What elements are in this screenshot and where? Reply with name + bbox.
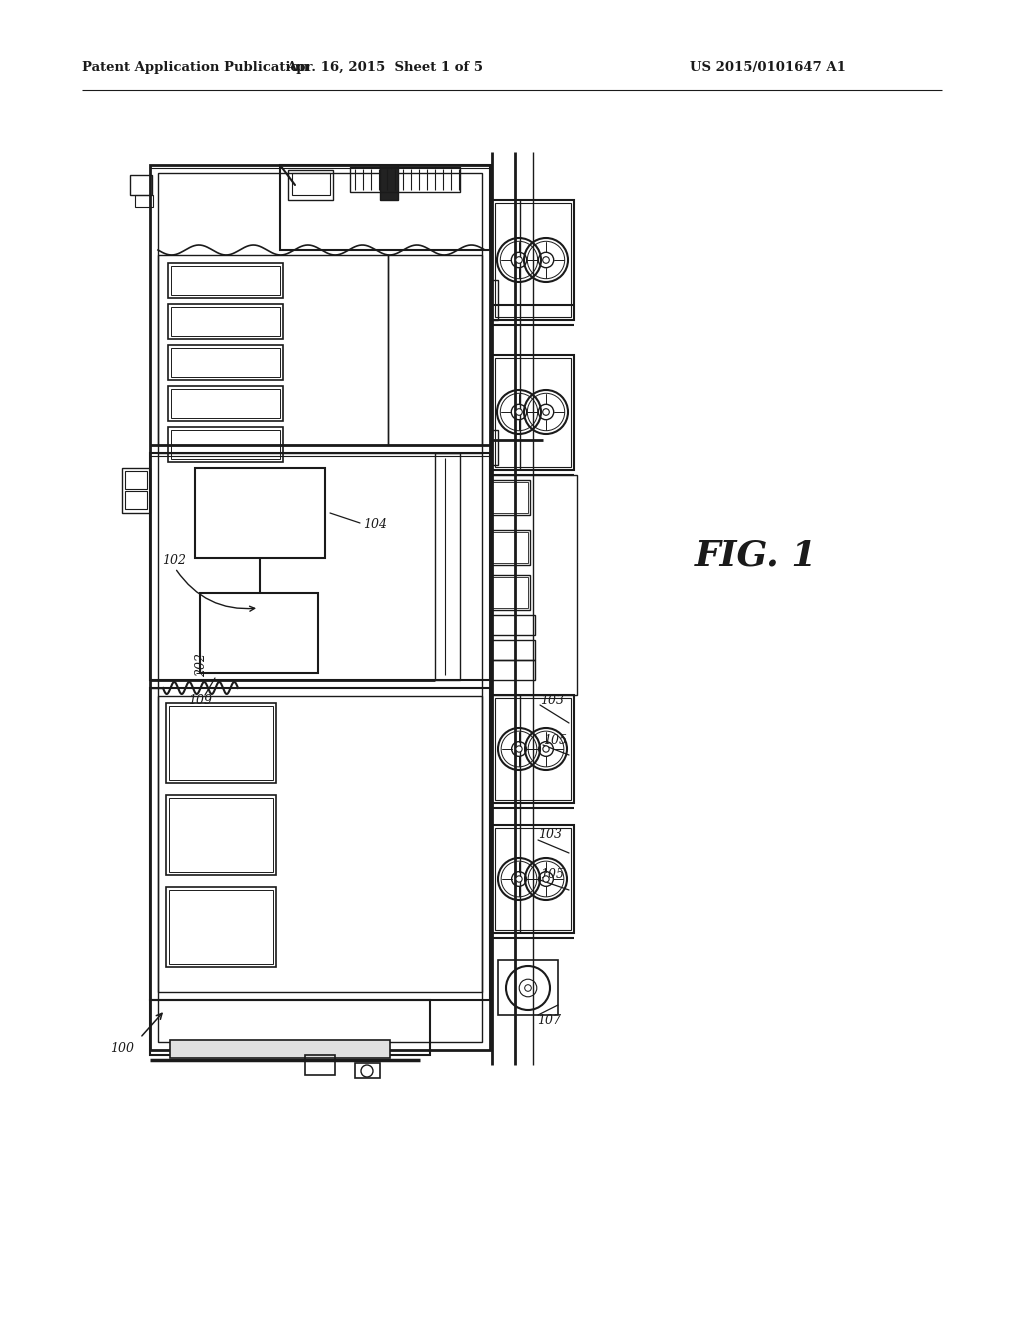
Bar [490,531,530,565]
Bar [195,469,325,558]
Bar [495,698,571,800]
Bar [388,255,482,445]
Bar [492,696,574,803]
Text: FIG. 1: FIG. 1 [695,539,817,572]
Text: 103: 103 [540,693,564,706]
Text: Apr. 16, 2015  Sheet 1 of 5: Apr. 16, 2015 Sheet 1 of 5 [287,62,483,74]
Bar [350,168,460,191]
Bar [490,280,498,319]
Bar [150,1001,430,1055]
Bar [171,308,280,337]
Text: US 2015/0101647 A1: US 2015/0101647 A1 [690,62,846,74]
Bar [170,1040,390,1059]
Bar [158,173,482,1041]
Bar [492,482,528,513]
Bar [492,577,528,609]
Text: 102: 102 [162,553,186,566]
Bar [171,348,280,378]
Bar [355,1063,380,1078]
Bar [168,385,283,421]
Text: Patent Application Publication: Patent Application Publication [82,62,309,74]
Circle shape [543,876,549,882]
Circle shape [543,409,549,416]
Text: 105: 105 [543,734,567,747]
Bar [490,615,535,635]
Bar [435,453,460,680]
Bar [125,491,147,510]
Text: 109: 109 [188,694,212,708]
Circle shape [543,746,549,752]
Bar [150,165,490,1049]
Bar [150,688,490,1001]
Bar [495,828,571,931]
Bar [490,475,577,696]
Text: 100: 100 [110,1041,134,1055]
Bar [490,660,535,680]
Bar [169,706,273,780]
Bar [130,176,152,195]
Bar [380,165,398,201]
Bar [498,960,558,1015]
Bar [200,593,318,673]
Text: 103: 103 [538,829,562,842]
Text: 105: 105 [540,869,564,882]
Bar [169,890,273,964]
Bar [168,263,283,298]
Bar [495,358,571,467]
Bar [171,430,280,459]
Bar [490,480,530,515]
Bar [166,887,276,968]
Bar [166,704,276,783]
Bar [280,165,490,249]
Bar [490,576,530,610]
Bar [490,430,498,465]
Bar [135,195,153,207]
Bar [150,453,490,680]
Circle shape [516,256,522,263]
Bar [495,203,571,317]
Text: 202: 202 [195,653,208,677]
Circle shape [516,746,522,752]
Circle shape [543,256,549,263]
Circle shape [516,876,522,882]
Text: 104: 104 [362,519,387,532]
Bar [171,389,280,418]
Bar [168,345,283,380]
Bar [305,1055,335,1074]
Text: 107: 107 [537,1014,561,1027]
Bar [168,304,283,339]
Bar [166,795,276,875]
Bar [169,799,273,873]
Bar [125,471,147,488]
Bar [158,696,482,993]
Bar [492,532,528,564]
Bar [122,469,150,513]
Bar [292,173,330,195]
Circle shape [524,985,531,991]
Bar [168,426,283,462]
Bar [492,355,574,470]
Bar [158,255,388,445]
Bar [288,170,333,201]
Bar [490,640,535,660]
Bar [492,825,574,933]
Bar [171,267,280,294]
Circle shape [516,409,522,416]
Bar [492,201,574,319]
